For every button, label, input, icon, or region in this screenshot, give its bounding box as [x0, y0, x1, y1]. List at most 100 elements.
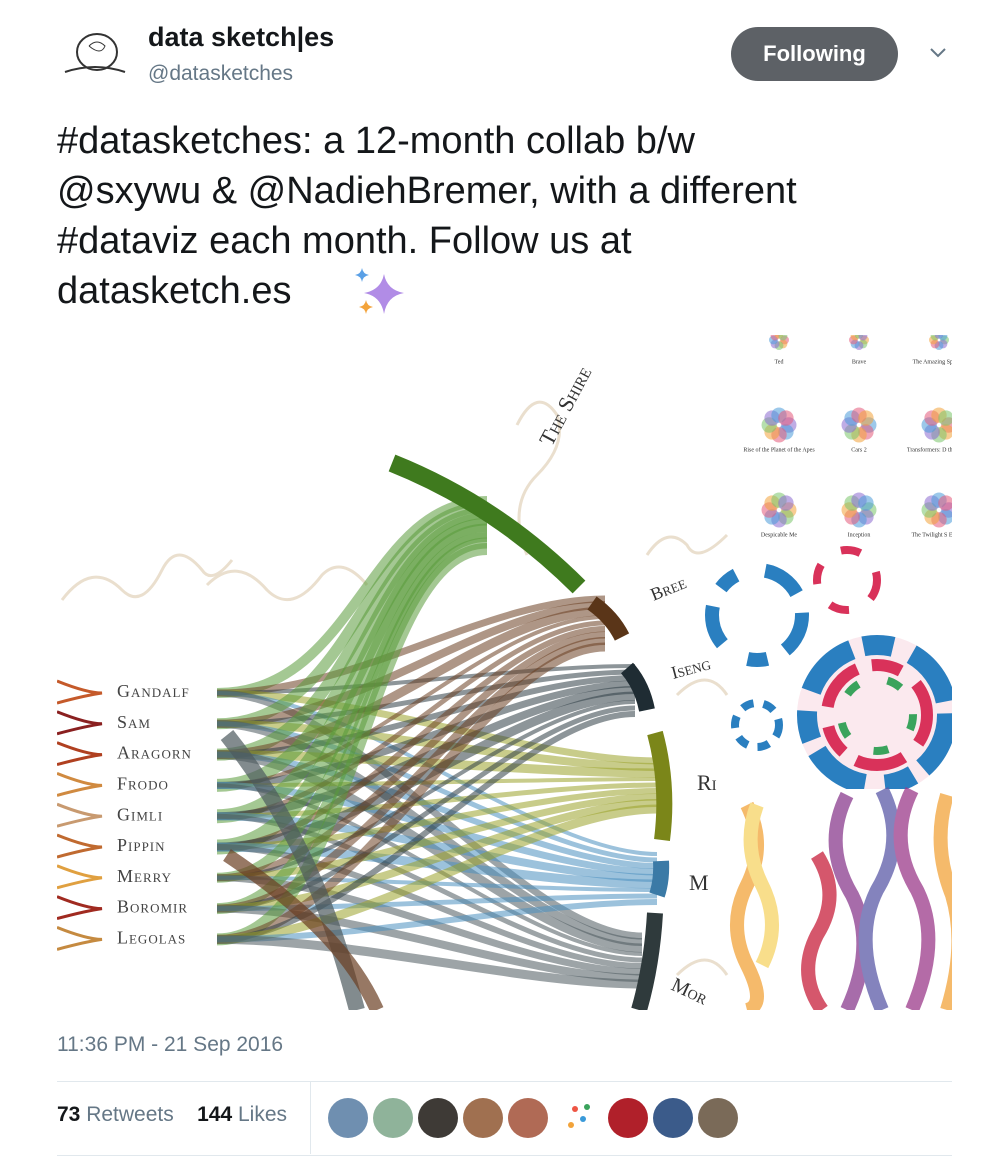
- movie-label: The Amazing Sp Man: [913, 359, 952, 365]
- avatar[interactable]: [463, 1098, 503, 1138]
- avatar[interactable]: [608, 1098, 648, 1138]
- avatar[interactable]: [568, 1104, 590, 1128]
- sparkle: [359, 300, 373, 314]
- tweet-line: #datasketches: a 12-month collab b/w: [57, 120, 695, 162]
- dot: [572, 1106, 578, 1112]
- like-count: 144: [197, 1103, 233, 1126]
- script-stroke: [205, 565, 369, 601]
- likes[interactable]: 144 Likes: [197, 1103, 287, 1126]
- tweet-line: #dataviz each month. Follow us at: [57, 220, 632, 262]
- avatar-bg: [55, 20, 137, 92]
- avatar-sketch: [64, 66, 126, 73]
- ribbon: [216, 642, 606, 944]
- script-stroke: [675, 678, 729, 697]
- retweet-count: 73: [57, 1103, 81, 1126]
- link[interactable]: datasketch.es: [57, 270, 292, 312]
- avatar[interactable]: [418, 1098, 458, 1138]
- retweets[interactable]: 73 Retweets: [57, 1103, 174, 1126]
- flourish: [57, 895, 103, 921]
- liker-avatars: [328, 1098, 738, 1138]
- character-label: Merry: [117, 866, 172, 886]
- radial-ring: [813, 546, 881, 614]
- dot: [584, 1104, 590, 1110]
- wave: [828, 791, 871, 1010]
- ribbon: [216, 793, 658, 882]
- ribbon: [216, 523, 488, 855]
- avatar-sketch: [88, 41, 106, 52]
- ribbon: [216, 601, 606, 728]
- flower-petal: [938, 495, 952, 511]
- radial-image: [705, 546, 952, 795]
- chord-arcs: [388, 454, 673, 1010]
- script-stroke: [515, 400, 561, 556]
- ribbon: [216, 606, 606, 760]
- avatar[interactable]: [373, 1098, 413, 1138]
- movie-label: Cars 2: [851, 447, 867, 453]
- movie-label: Despicable Me: [761, 532, 797, 538]
- radial-ring: [705, 563, 809, 667]
- flourish: [57, 926, 103, 951]
- avatar[interactable]: [55, 20, 137, 92]
- flower-petal: [858, 335, 868, 341]
- ribbon: [216, 675, 636, 758]
- ribbon: [216, 543, 488, 946]
- character-label: Gandalf: [117, 681, 190, 701]
- tweet-text: #datasketches: a 12-month collab b/w @sx…: [57, 116, 957, 316]
- ribbon: [216, 700, 636, 880]
- movie-label: Ted: [775, 359, 784, 365]
- flower-petal: [858, 410, 874, 426]
- character-label: Aragorn: [117, 743, 192, 763]
- flourish: [57, 833, 103, 859]
- avatar-sketch: [76, 33, 118, 71]
- account-name[interactable]: data sketch|es: [148, 22, 335, 52]
- arc: [649, 860, 670, 898]
- movie-label: Brave: [852, 359, 867, 365]
- ribbon: [216, 804, 658, 944]
- sparkles-emoji: [355, 268, 404, 314]
- character-label: Sam: [117, 712, 151, 732]
- avatar[interactable]: [508, 1098, 548, 1138]
- flower-petal: [778, 495, 794, 511]
- flourish: [57, 679, 103, 705]
- divider: [57, 1081, 952, 1082]
- avatar[interactable]: [698, 1098, 738, 1138]
- script-stroke: [645, 533, 729, 556]
- menu-chevron[interactable]: [928, 46, 948, 60]
- ribbon: [216, 595, 606, 697]
- movie-label: Transformers: D the Moon: [907, 446, 952, 453]
- location-label: M: [689, 870, 709, 895]
- flourish: [57, 864, 103, 890]
- ribbon: [216, 691, 658, 856]
- flourish: [57, 741, 103, 767]
- ribbon: [216, 689, 658, 765]
- ribbon: [216, 615, 606, 788]
- ribbon: [223, 849, 384, 1010]
- ribbon: [216, 711, 636, 943]
- flower-petal: [938, 335, 948, 341]
- ribbon: [216, 680, 636, 789]
- avatar[interactable]: [328, 1098, 368, 1138]
- wave: [893, 786, 936, 1010]
- sparkle: [355, 268, 369, 282]
- account-handle[interactable]: @datasketches: [148, 62, 294, 85]
- engagement-stats: 73 Retweets 144 Likes: [57, 1103, 287, 1127]
- follow-button[interactable]: Following: [731, 27, 898, 81]
- radial-ring: [821, 659, 933, 771]
- character-label: Boromir: [117, 897, 188, 917]
- chevron-path: [930, 48, 946, 58]
- movie-label: The Twilight S Eclipse: [912, 532, 952, 538]
- divider: [57, 1155, 952, 1156]
- media[interactable]: Gandalf Sam Aragorn Frodo Gimli Pippin Merry Bo…: [57, 335, 952, 1010]
- timestamp[interactable]: 11:36 PM - 21 Sep 2016: [57, 1033, 284, 1056]
- ribbon: [216, 669, 636, 727]
- wave: [933, 792, 952, 1010]
- wave: [743, 802, 779, 969]
- ribbon: [216, 631, 606, 882]
- character-labels: Gandalf Sam Aragorn Frodo Gimli Pippin Merry Bo…: [117, 681, 192, 947]
- retweet-label: Retweets: [86, 1103, 174, 1126]
- flourish: [57, 710, 103, 736]
- avatar[interactable]: [653, 1098, 693, 1138]
- arc: [620, 662, 655, 712]
- sparkle: [364, 274, 404, 314]
